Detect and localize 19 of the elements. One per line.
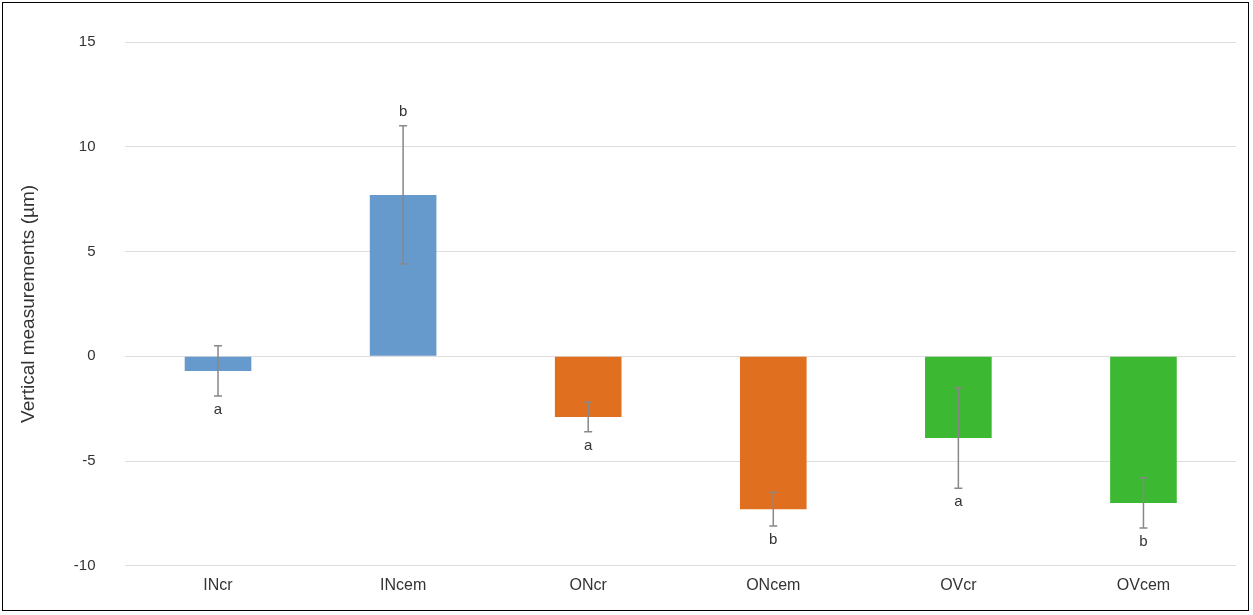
annotation: b <box>1139 532 1148 550</box>
x-tick-label: INcr <box>203 575 234 593</box>
annotation: a <box>954 492 964 510</box>
annotation: b <box>398 101 408 119</box>
x-tick-label: OVcem <box>1116 575 1171 593</box>
y-tick-label: -10 <box>73 555 96 573</box>
y-tick-label: 10 <box>78 136 96 154</box>
x-tick-label: ONcem <box>746 575 801 593</box>
x-tick-label: INcem <box>379 575 427 593</box>
y-tick-label: 0 <box>87 346 96 364</box>
y-tick-label: 15 <box>78 32 96 50</box>
y-tick-label: 5 <box>87 241 96 259</box>
annotation: b <box>769 530 778 548</box>
annotation: a <box>213 400 223 418</box>
x-tick-label: OVcr <box>940 575 978 593</box>
x-tick-label: ONcr <box>569 575 608 593</box>
annotation: a <box>584 435 594 453</box>
y-tick-label: -5 <box>82 451 96 469</box>
y-axis-title: Vertical measurements (µm) <box>16 184 38 423</box>
